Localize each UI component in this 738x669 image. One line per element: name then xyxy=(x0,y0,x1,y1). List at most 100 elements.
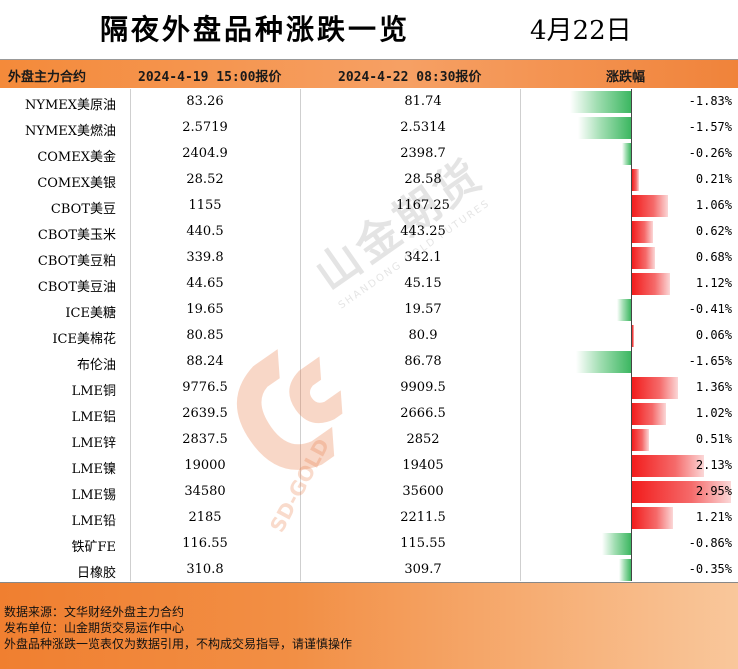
contract-name: 布伦油 xyxy=(76,358,116,373)
change-percent: 0.21% xyxy=(695,172,732,186)
table-row: ICE美糖 19.65 19.57 -0.41% xyxy=(0,297,738,323)
change-percent: -1.65% xyxy=(688,354,732,368)
change-bar xyxy=(632,169,640,191)
curr-price: 2398.7 xyxy=(400,146,446,161)
curr-price: 19405 xyxy=(402,458,444,473)
curr-price: 28.58 xyxy=(404,172,442,187)
table-row: CBOT美玉米 440.5 443.25 0.62% xyxy=(0,219,738,245)
curr-price: 35600 xyxy=(402,484,444,499)
change-percent: -0.35% xyxy=(688,562,732,576)
prev-price: 2639.5 xyxy=(182,406,228,421)
table-row: LME铜 9776.5 9909.5 1.36% xyxy=(0,375,738,401)
change-percent: -0.86% xyxy=(688,536,732,550)
table-row: LME铅 2185 2211.5 1.21% xyxy=(0,505,738,531)
prev-price: 88.24 xyxy=(186,354,224,369)
prev-price: 1155 xyxy=(188,198,222,213)
curr-price: 81.74 xyxy=(404,94,442,109)
table-row: CBOT美豆油 44.65 45.15 1.12% xyxy=(0,271,738,297)
change-percent: 1.12% xyxy=(695,276,732,290)
prev-price: 440.5 xyxy=(186,224,224,239)
change-percent: -1.83% xyxy=(688,94,732,108)
prev-price: 28.52 xyxy=(186,172,224,187)
curr-price: 1167.25 xyxy=(396,198,450,213)
change-bar xyxy=(632,247,655,269)
change-percent: 0.51% xyxy=(695,432,732,446)
curr-price: 115.55 xyxy=(400,536,446,551)
curr-price: 2.5314 xyxy=(400,120,446,135)
prev-price: 339.8 xyxy=(186,250,224,265)
prev-price: 34580 xyxy=(184,484,226,499)
change-bar xyxy=(617,299,631,321)
contract-name: NYMEX美燃油 xyxy=(24,124,116,139)
change-percent: -1.57% xyxy=(688,120,732,134)
contract-name: ICE美糖 xyxy=(65,306,116,321)
contract-name: CBOT美豆 xyxy=(50,202,116,217)
contract-name: LME铜 xyxy=(71,384,116,399)
change-bar xyxy=(602,533,631,555)
header-contract: 外盘主力合约 xyxy=(8,70,87,85)
change-bar xyxy=(632,273,670,295)
contract-name: LME锡 xyxy=(71,488,116,503)
table-row: LME锡 34580 35600 2.95% xyxy=(0,479,738,505)
prev-price: 80.85 xyxy=(186,328,224,343)
prev-price: 310.8 xyxy=(186,562,224,577)
table-row: 日橡胶 310.8 309.7 -0.35% xyxy=(0,557,738,583)
column-divider xyxy=(300,89,301,581)
change-bar xyxy=(632,377,678,399)
curr-price: 9909.5 xyxy=(400,380,446,395)
contract-name: LME铝 xyxy=(71,410,116,425)
change-bar xyxy=(575,351,631,373)
table-row: COMEX美金 2404.9 2398.7 -0.26% xyxy=(0,141,738,167)
table-row: LME镍 19000 19405 2.13% xyxy=(0,453,738,479)
curr-price: 342.1 xyxy=(404,250,442,265)
change-percent: 1.21% xyxy=(695,510,732,524)
contract-name: COMEX美银 xyxy=(37,176,116,191)
table-row: 布伦油 88.24 86.78 -1.65% xyxy=(0,349,738,375)
table-row: ICE美棉花 80.85 80.9 0.06% xyxy=(0,323,738,349)
column-divider xyxy=(520,89,521,581)
table-row: NYMEX美原油 83.26 81.74 -1.83% xyxy=(0,89,738,115)
table-header: 外盘主力合约 2024-4-19 15:00报价 2024-4-22 08:30… xyxy=(0,60,738,88)
curr-price: 86.78 xyxy=(404,354,442,369)
change-percent: -0.41% xyxy=(688,302,732,316)
change-bar xyxy=(632,481,732,503)
footer-disclaimer: 外盘品种涨跌一览表仅为数据引用，不构成交易指导，请谨慎操作 xyxy=(4,637,353,651)
column-divider xyxy=(130,89,131,581)
change-axis xyxy=(631,89,632,581)
contract-name: ICE美棉花 xyxy=(52,332,116,347)
change-bar xyxy=(632,403,667,425)
curr-price: 45.15 xyxy=(404,276,442,291)
change-bar xyxy=(622,143,631,165)
prev-price: 2185 xyxy=(188,510,222,525)
change-bar xyxy=(632,325,635,347)
change-bar xyxy=(632,507,673,529)
footer-publisher: 发布单位：山金期货交易运作中心 xyxy=(4,621,185,635)
change-bar xyxy=(632,195,668,217)
change-percent: 0.06% xyxy=(695,328,732,342)
curr-price: 19.57 xyxy=(404,302,442,317)
change-percent: 1.36% xyxy=(695,380,732,394)
prev-price: 2404.9 xyxy=(182,146,228,161)
table-row: CBOT美豆粕 339.8 342.1 0.68% xyxy=(0,245,738,271)
header-curr-price: 2024-4-22 08:30报价 xyxy=(338,70,482,85)
prev-price: 19000 xyxy=(184,458,226,473)
change-percent: 1.06% xyxy=(695,198,732,212)
contract-name: CBOT美豆粕 xyxy=(37,254,116,269)
contract-name: LME铅 xyxy=(71,514,116,529)
curr-price: 2666.5 xyxy=(400,406,446,421)
contract-name: LME镍 xyxy=(71,462,116,477)
header-prev-price: 2024-4-19 15:00报价 xyxy=(138,70,282,85)
page-title: 隔夜外盘品种涨跌一览 xyxy=(100,13,411,46)
contract-name: 铁矿FE xyxy=(71,540,116,555)
contract-name: LME锌 xyxy=(71,436,116,451)
change-bar xyxy=(632,455,704,477)
prev-price: 2.5719 xyxy=(182,120,228,135)
curr-price: 2211.5 xyxy=(400,510,446,525)
table-row: LME锌 2837.5 2852 0.51% xyxy=(0,427,738,453)
curr-price: 309.7 xyxy=(404,562,442,577)
table-row: COMEX美银 28.52 28.58 0.21% xyxy=(0,167,738,193)
table-row: 铁矿FE 116.55 115.55 -0.86% xyxy=(0,531,738,557)
contract-name: 日橡胶 xyxy=(76,566,116,581)
change-bar xyxy=(632,221,653,243)
change-percent: 0.68% xyxy=(695,250,732,264)
